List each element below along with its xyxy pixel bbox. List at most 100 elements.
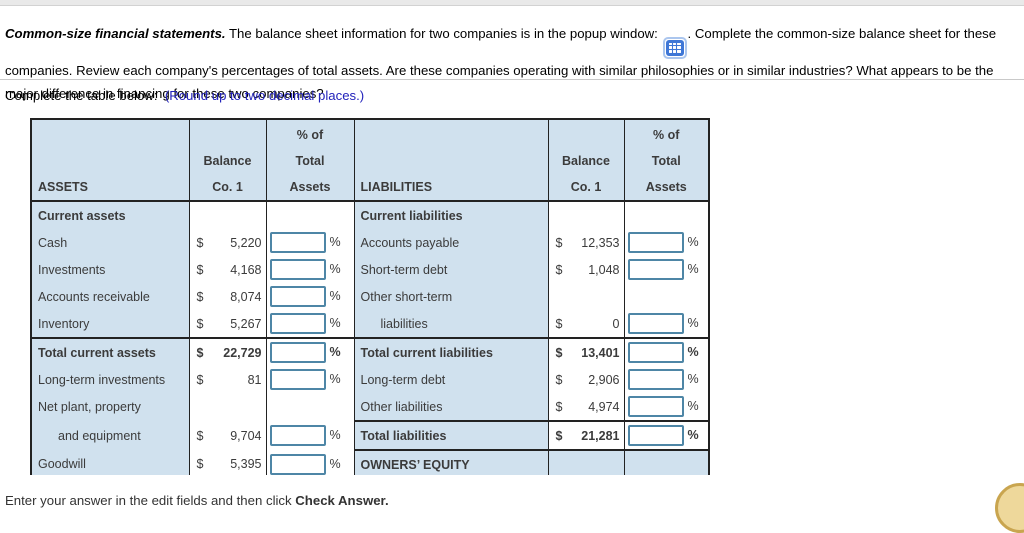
balance-value: $4,974 xyxy=(549,400,624,414)
percent-sign: % xyxy=(329,315,341,330)
liabilities-row-label: Total current liabilities xyxy=(360,345,493,360)
liabilities-balance-cell: $13,401 xyxy=(547,337,624,366)
liabilities-balance-cell: $0 xyxy=(547,310,624,338)
liabilities-title: LIABILITIES xyxy=(360,180,433,194)
balance-value: $2,906 xyxy=(549,373,624,387)
liabilities-percent-cell xyxy=(623,449,710,475)
liabilities-row-label: Other liabilities xyxy=(360,399,443,414)
liabilities-label-cell: Other short-term xyxy=(353,283,548,310)
section-divider xyxy=(0,79,1024,80)
table-row: Long-term investments $81% Long-term debt $… xyxy=(30,366,710,393)
liabilities-balance-cell: $2,906 xyxy=(547,366,624,393)
liabilities-percent-input[interactable] xyxy=(627,396,684,417)
assets-label-cell: Goodwill xyxy=(30,450,189,475)
balance-value: $81 xyxy=(190,373,266,387)
balance-value: $4,168 xyxy=(190,263,266,277)
liabilities-percent-input[interactable] xyxy=(627,313,684,334)
assets-percent-cell: % xyxy=(265,229,354,256)
assets-percent-input[interactable] xyxy=(269,259,326,280)
footer-hint: Enter your answer in the edit fields and… xyxy=(5,493,389,508)
footer-hint-bold: Check Answer. xyxy=(295,493,389,508)
popup-window-button[interactable] xyxy=(662,36,687,59)
assets-balance-cell: $8,074 xyxy=(188,283,266,310)
dollar-sign: $ xyxy=(196,262,204,277)
assets-percent-input[interactable] xyxy=(269,342,326,363)
liabilities-percent-cell xyxy=(623,201,710,229)
balance-sheet-body: Current assets Current liabilities Cash $5,… xyxy=(30,201,710,475)
balance-value: $9,704 xyxy=(190,429,266,443)
assets-label-cell: Accounts receivable xyxy=(30,283,189,310)
liabilities-label-cell: Short-term debt xyxy=(353,256,548,283)
liabilities-row-label: Short-term debt xyxy=(360,262,448,277)
percent-sign: % xyxy=(329,371,341,386)
assets-balance-cell xyxy=(188,393,266,421)
table-row: and equipment $9,704% Total liabilities $21… xyxy=(30,420,710,450)
liabilities-balance-cell: $21,281 xyxy=(547,420,624,450)
assets-balance-cell: $22,729 xyxy=(188,337,266,366)
table-row: Cash $5,220% Accounts payable $12,353% xyxy=(30,229,710,256)
pct-header-line: Total xyxy=(651,154,681,168)
assets-percent-input[interactable] xyxy=(269,453,326,475)
liabilities-percent-input[interactable] xyxy=(627,425,684,446)
assets-percent-input[interactable] xyxy=(269,313,326,334)
dollar-sign: $ xyxy=(196,289,204,304)
amount: 12,353 xyxy=(581,235,620,250)
assets-percent-cell: % xyxy=(265,421,354,450)
liabilities-percent-input[interactable] xyxy=(627,232,684,253)
assets-label-cell: Net plant, property xyxy=(30,393,189,421)
assets-percent-input[interactable] xyxy=(269,425,326,446)
assets-percent-input[interactable] xyxy=(269,286,326,307)
balance-value: $5,220 xyxy=(190,236,266,250)
balance-value: $22,729 xyxy=(190,346,266,360)
footer-hint-text: Enter your answer in the edit fields and… xyxy=(5,493,296,508)
assets-row-label: Net plant, property xyxy=(38,400,141,414)
table-row: Accounts receivable $8,074% Other short-te… xyxy=(30,283,710,310)
liabilities-percent-cell: % xyxy=(623,310,710,338)
liabilities-row-label: Accounts payable xyxy=(360,235,460,250)
pct-header-line: % of xyxy=(653,128,680,142)
liabilities-balance-cell xyxy=(547,283,624,310)
liabilities-percent-input[interactable] xyxy=(627,259,684,280)
dollar-sign: $ xyxy=(555,428,563,443)
assets-percent-cell: % xyxy=(265,256,354,283)
balance-header-line: Co. 1 xyxy=(570,180,602,194)
liabilities-label-cell: Total liabilities xyxy=(353,420,548,450)
question-text-after-icon: . Complete the common-size balance sheet… xyxy=(5,26,997,101)
liabilities-row-label: Current liabilities xyxy=(360,208,463,223)
assets-row-label: Inventory xyxy=(38,316,90,331)
assets-row-label: Goodwill xyxy=(38,457,86,471)
pct-header-line: % of xyxy=(296,128,324,142)
dollar-sign: $ xyxy=(196,316,204,331)
assets-balance-header-cell: Balance Co. 1 xyxy=(188,118,266,202)
balance-value: $21,281 xyxy=(549,429,624,443)
amount: 13,401 xyxy=(581,345,620,360)
assets-label-cell: Inventory xyxy=(30,310,189,338)
assets-label-cell: Cash xyxy=(30,229,189,256)
balance-sheet-table-wrap: ASSETS Balance Co. 1 % of Total Assets L… xyxy=(30,118,712,475)
pct-header-line: Assets xyxy=(289,180,331,194)
balance-value: $5,267 xyxy=(190,317,266,331)
assets-percent-input[interactable] xyxy=(269,232,326,253)
dollar-sign: $ xyxy=(555,262,563,277)
percent-sign: % xyxy=(687,398,699,413)
assets-percent-cell: % xyxy=(265,310,354,338)
liabilities-row-label: Long-term debt xyxy=(360,372,446,387)
assets-balance-cell: $81 xyxy=(188,366,266,393)
assets-percent-cell: % xyxy=(265,283,354,310)
amount: 1,048 xyxy=(588,262,620,277)
assets-row-label: Total current assets xyxy=(38,345,156,360)
liabilities-balance-cell: $1,048 xyxy=(547,256,624,283)
assets-label-cell: Long-term investments xyxy=(30,366,189,393)
table-row: Net plant, property Other liabilities $4,9… xyxy=(30,393,710,421)
assets-balance-cell: $5,267 xyxy=(188,310,266,338)
pct-header-line: Total xyxy=(295,154,325,168)
liabilities-label-cell: Current liabilities xyxy=(353,201,548,229)
liabilities-percent-input[interactable] xyxy=(627,369,684,390)
dollar-sign: $ xyxy=(196,457,204,471)
table-row: Investments $4,168% Short-term debt $1,048% xyxy=(30,256,710,283)
liabilities-percent-input[interactable] xyxy=(627,342,684,363)
dollar-sign: $ xyxy=(555,345,563,360)
liabilities-percent-cell: % xyxy=(623,420,710,450)
liabilities-percent-cell: % xyxy=(623,229,710,256)
assets-percent-input[interactable] xyxy=(269,369,326,390)
